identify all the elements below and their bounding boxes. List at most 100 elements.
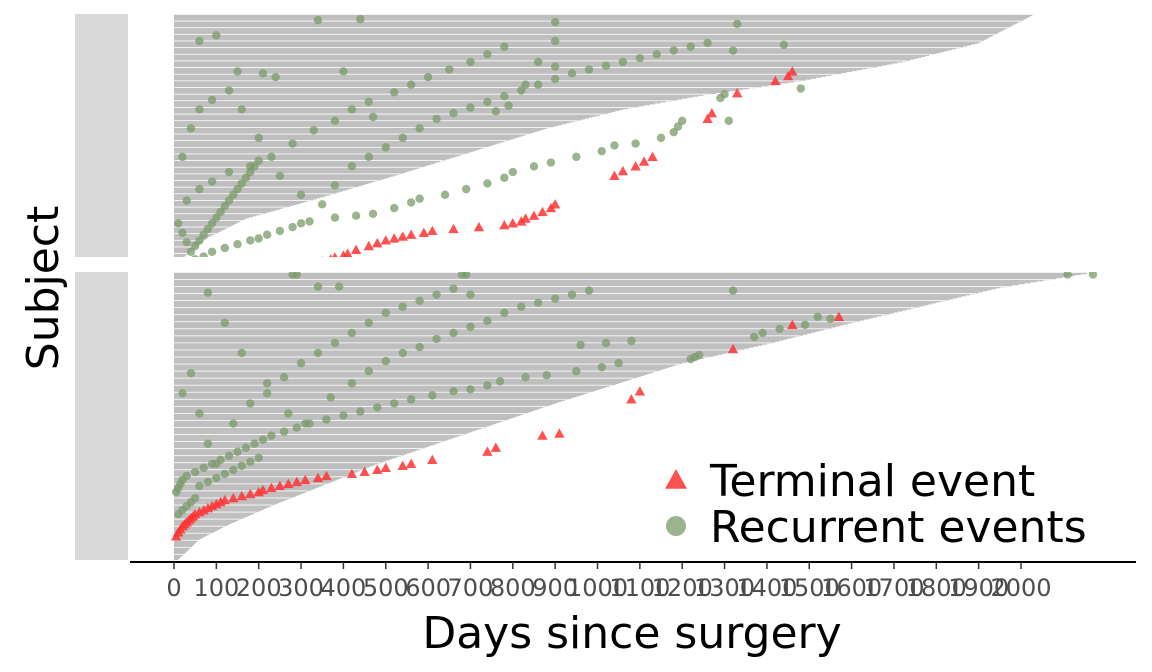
recurrent-event-point (207, 95, 217, 105)
terminal-event-point (266, 482, 277, 493)
follow-up-bar (174, 464, 375, 466)
recurrent-event-point (305, 217, 314, 226)
follow-up-bar (174, 545, 192, 548)
terminal-event-point (236, 490, 247, 501)
follow-up-bar (174, 84, 775, 86)
recurrent-event-point (550, 36, 560, 46)
follow-up-bar (174, 15, 1031, 18)
follow-up-bar (174, 395, 578, 398)
recurrent-event-point (233, 239, 242, 249)
x-tick-label: 0 (166, 574, 181, 602)
follow-up-bar (174, 319, 865, 321)
follow-up-bar (174, 435, 461, 437)
bar-separator (174, 113, 604, 115)
follow-up-bar (174, 74, 832, 76)
follow-up-bar (174, 138, 514, 140)
follow-up-bar (174, 479, 337, 481)
x-tick-label: 700 (448, 574, 494, 602)
recurrent-event-point (288, 222, 297, 232)
follow-up-bar (174, 200, 307, 203)
terminal-event-point (397, 460, 408, 471)
recurrent-event-point (703, 38, 712, 48)
follow-up-bar (174, 410, 532, 413)
terminal-events (321, 66, 798, 257)
recurrent-event-point (406, 80, 416, 89)
follow-up-bar (174, 130, 538, 132)
follow-up-bar (174, 430, 476, 432)
recurrent-event-point (521, 373, 530, 382)
follow-up-bar (174, 77, 817, 79)
follow-up-bar (174, 164, 428, 167)
follow-up-bar (174, 340, 780, 342)
recurrent-event-point (296, 358, 306, 368)
bar-separator (174, 398, 568, 400)
recurrent-event-point (415, 194, 424, 203)
follow-up-bar (174, 182, 372, 184)
follow-up-bar (174, 179, 382, 181)
follow-up-bar (174, 154, 462, 156)
follow-up-bar (174, 493, 302, 495)
terminal-event-point (245, 488, 256, 499)
follow-up-bar (174, 327, 832, 329)
follow-up-bar (174, 29, 1005, 31)
follow-up-bar (174, 393, 584, 396)
follow-up-bar (174, 305, 924, 307)
follow-up-bar (174, 289, 992, 291)
follow-up-bar (174, 126, 555, 128)
follow-up-bar (174, 422, 499, 424)
recurrent-event-point (186, 124, 196, 133)
follow-up-bar (174, 362, 683, 364)
recurrent-event-point (631, 139, 640, 148)
follow-up-bar (174, 534, 208, 537)
follow-up-bar (174, 296, 962, 298)
terminal-event-point (253, 486, 264, 497)
follow-up-bar (174, 217, 250, 219)
terminal-event-point (291, 476, 303, 487)
follow-up-bar (174, 50, 949, 52)
terminal-event-point (727, 343, 739, 354)
x-axis: 0 100200300400500600700800900100011001200… (130, 561, 1136, 602)
recurrent-event-point (191, 255, 199, 257)
follow-up-bar (174, 338, 788, 340)
follow-up-bar (174, 510, 260, 512)
follow-up-bar (174, 32, 999, 34)
recurrent-event-point (432, 334, 441, 344)
recurrent-event-point (313, 348, 323, 358)
follow-up-bar (174, 219, 245, 221)
terminal-event-point (545, 202, 557, 213)
bar-separator (174, 146, 486, 148)
recurrent-event-point (229, 465, 238, 475)
follow-up-bar (174, 144, 492, 147)
follow-up-bar (174, 481, 332, 483)
follow-up-bar (174, 318, 869, 320)
recurrent-event-point (728, 286, 738, 295)
follow-up-bars (174, 272, 1093, 560)
follow-up-bar (174, 139, 511, 141)
recurrent-event-point (330, 213, 340, 222)
follow-up-bar (174, 387, 603, 390)
follow-up-bar (174, 175, 395, 177)
recurrent-event-point (178, 228, 187, 237)
follow-up-bar (174, 118, 585, 120)
follow-up-bar (174, 551, 186, 554)
follow-up-bar (174, 199, 314, 201)
follow-up-bar (174, 79, 806, 81)
follow-up-bar (174, 101, 666, 103)
bar-separator (174, 335, 800, 337)
follow-up-bar (174, 64, 888, 66)
follow-up-bar (174, 344, 763, 346)
recurrent-event-point (254, 234, 263, 243)
recurrent-event-point (258, 435, 268, 444)
follow-up-bar (174, 171, 407, 173)
x-tick-label: 1200 (652, 574, 713, 602)
follow-up-bar (174, 51, 945, 53)
follow-up-bar (174, 198, 317, 200)
follow-up-bar (174, 343, 767, 345)
follow-up-bar (174, 433, 467, 435)
follow-up-bar (174, 446, 428, 448)
follow-up-bar (174, 144, 495, 146)
follow-up-bar (174, 515, 248, 517)
bar-separator (174, 370, 657, 372)
follow-up-bar (174, 250, 192, 252)
follow-up-bar (174, 39, 985, 41)
